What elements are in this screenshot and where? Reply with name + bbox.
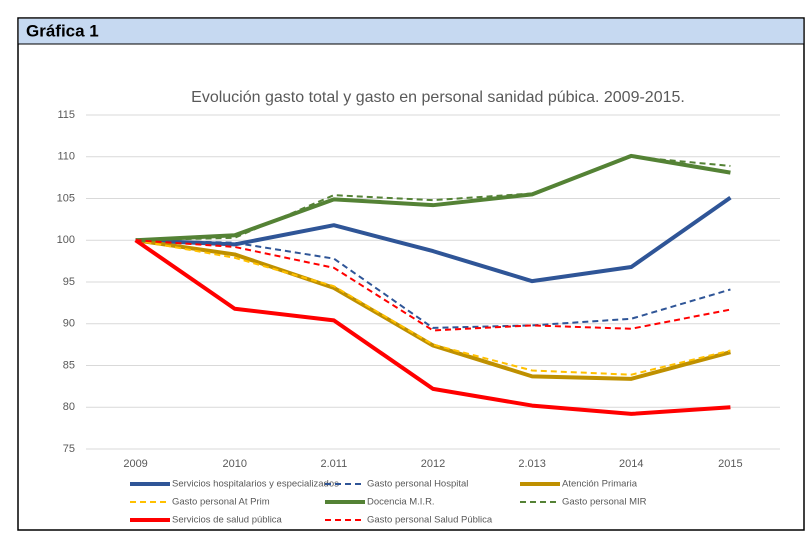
x-tick-label: 2.011 [320,458,347,470]
x-tick-label: 2015 [718,458,742,470]
frame [17,17,805,531]
legend-label: Atención Primaria [562,479,638,490]
legend-label: Gasto personal MIR [562,497,647,508]
series-line [134,238,731,416]
y-tick-label: 110 [57,151,75,163]
series-line [135,196,732,284]
y-tick-label: 105 [57,192,75,204]
x-tick-label: 2010 [222,458,246,470]
x-tick-label: 2014 [619,458,643,470]
x-tick-label: 2012 [421,458,445,470]
series-line [135,239,731,329]
legend-label: Gasto personal Hospital [367,479,468,490]
legend-label: Gasto personal Salud Pública [367,515,493,526]
series-line [135,239,731,376]
series-line [135,155,731,242]
y-tick-label: 90 [63,318,75,330]
header-title: Gráfica 1 [26,21,99,40]
legend-label: Servicios de salud pública [172,515,283,526]
series-line [135,238,731,381]
x-tick-label: 2.013 [518,458,546,470]
legend-label: Gasto personal At Prim [172,497,270,508]
y-tick-label: 75 [63,443,75,455]
y-tick-label: 80 [63,401,75,413]
y-tick-label: 115 [57,109,75,121]
chart-title: Evolución gasto total y gasto en persona… [191,89,685,106]
header-band [18,18,804,44]
y-tick-label: 85 [63,359,75,371]
y-tick-label: 95 [63,276,75,288]
legend-label: Servicios hospitalarios y especializados [172,479,339,490]
legend-label: Docencia M.I.R. [367,497,435,508]
x-tick-label: 2009 [123,458,147,470]
y-tick-label: 100 [57,234,75,246]
